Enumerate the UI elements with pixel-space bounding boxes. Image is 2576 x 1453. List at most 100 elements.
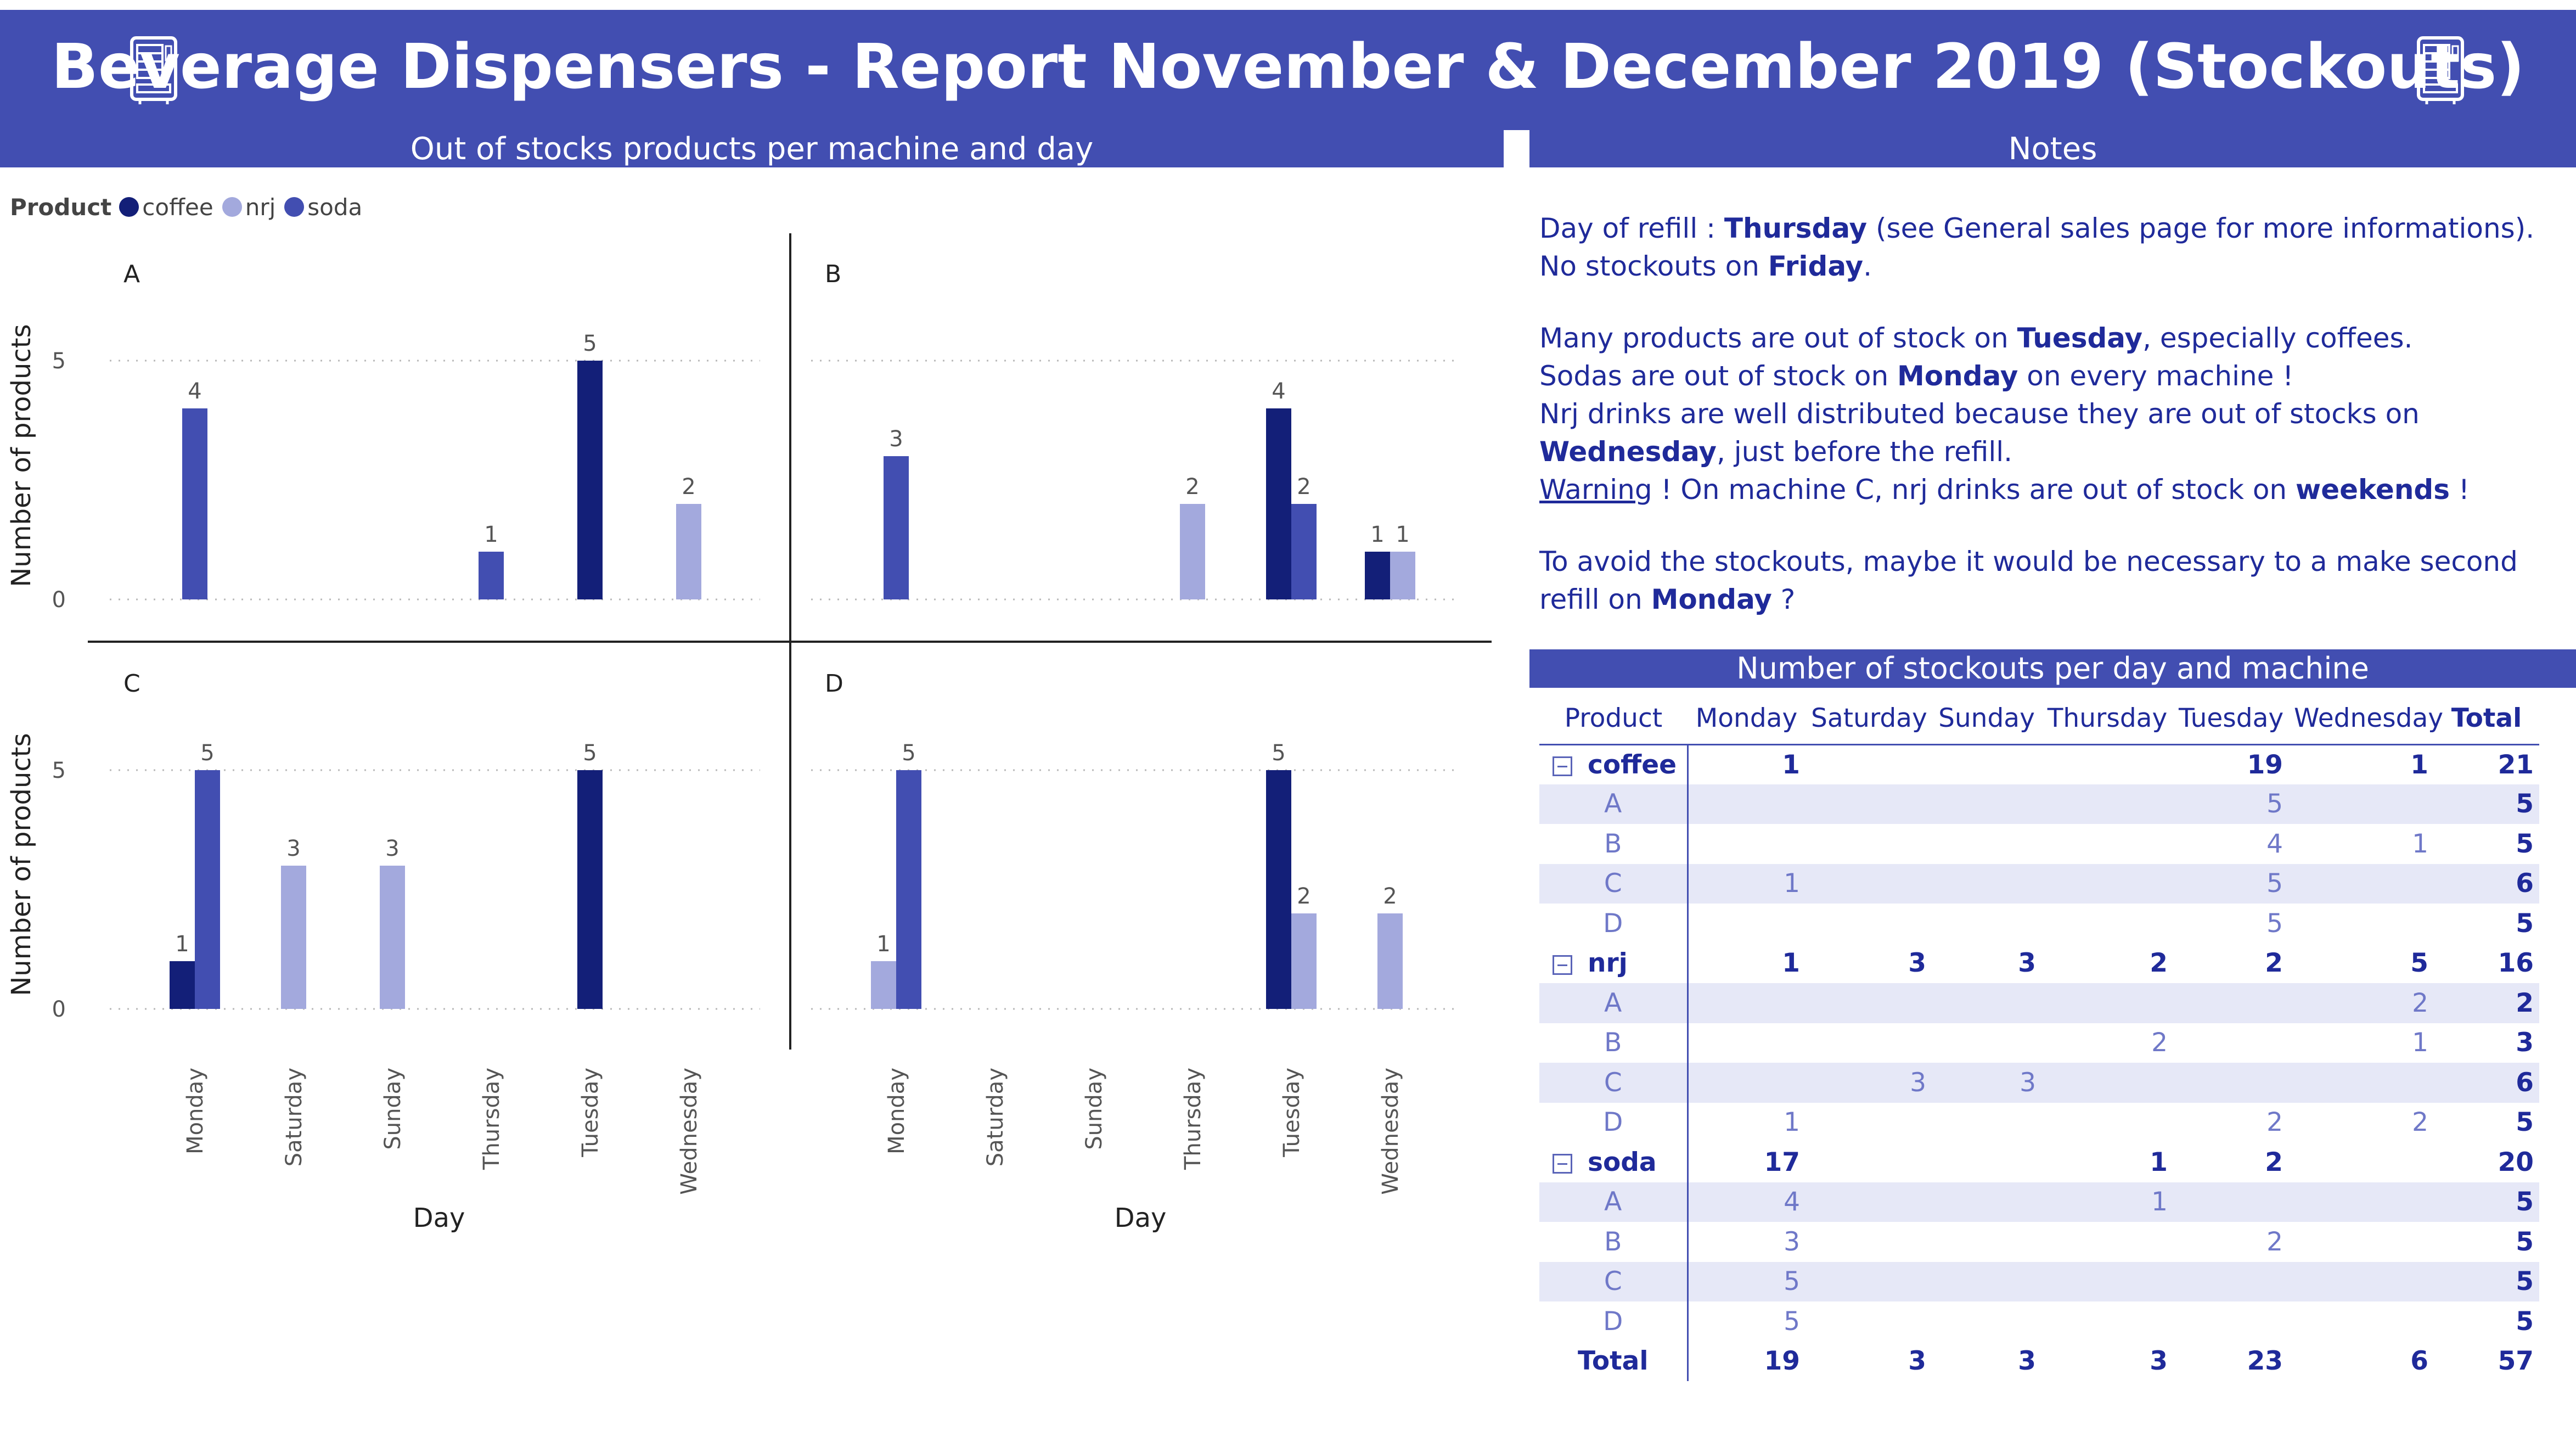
cell-thursday: [2041, 784, 2173, 824]
cell-saturday: [1806, 1142, 1932, 1182]
cell-wednesday: [2288, 1142, 2434, 1182]
cell-tuesday: [2173, 1182, 2288, 1222]
cell-saturday: [1806, 824, 1932, 864]
cell-sunday: [1932, 1103, 2041, 1143]
cell-monday: [1688, 983, 1806, 1023]
column-header-sunday[interactable]: Sunday: [1932, 693, 2041, 745]
collapse-icon[interactable]: [1553, 1154, 1572, 1174]
legend-item-coffee[interactable]: coffee: [119, 194, 213, 221]
cell-tuesday: 19: [2247, 749, 2283, 780]
cell-monday: [1688, 1063, 1806, 1103]
x-tick-label: Saturday: [282, 1068, 307, 1166]
data-label: 5: [1272, 740, 1285, 766]
bar-coffee: [1266, 408, 1291, 599]
chart-panel-a: A 0 5 4 1 5 2: [52, 260, 760, 613]
cell-tuesday: 4: [2266, 828, 2283, 859]
cell-monday: 1: [1784, 1107, 1800, 1138]
row-label: nrj: [1588, 948, 1628, 979]
cell-saturday: 3: [1806, 1063, 1932, 1103]
cell-wednesday: [2288, 784, 2434, 824]
legend-item-soda[interactable]: soda: [284, 194, 362, 221]
report-header: [0, 10, 2576, 138]
machine-row: D 5 5: [1539, 904, 2539, 944]
cell-thursday: [2041, 1063, 2173, 1103]
column-header-wednesday[interactable]: Wednesday: [2288, 693, 2443, 745]
cell-saturday: [1806, 1023, 1932, 1063]
column-header-product[interactable]: Product: [1539, 693, 1688, 745]
legend-label: soda: [307, 193, 363, 221]
column-header-tuesday[interactable]: Tuesday: [2173, 693, 2288, 745]
collapse-icon[interactable]: [1553, 955, 1572, 975]
bar-coffee: [170, 961, 195, 1009]
column-header-saturday[interactable]: Saturday: [1806, 693, 1932, 745]
bar-soda: [1291, 504, 1317, 599]
y-tick-label: 5: [52, 758, 66, 783]
data-label: 1: [1396, 522, 1409, 547]
cell-sunday: [1932, 983, 2041, 1023]
row-label: Total: [1539, 1341, 1689, 1381]
legend-item-nrj[interactable]: nrj: [222, 193, 276, 221]
vending-machine-icon: [2417, 36, 2464, 104]
data-label: 2: [1185, 474, 1199, 500]
data-label: 2: [1383, 884, 1397, 909]
y-tick-label: 5: [52, 349, 66, 374]
stockouts-matrix[interactable]: Product Monday Saturday Sunday Thursday Tuesd…: [1539, 693, 2539, 1381]
cell-tuesday: [2173, 1261, 2288, 1301]
chart-legend[interactable]: Product coffee nrj soda: [10, 193, 371, 221]
cell-total: 20: [2498, 1147, 2534, 1177]
data-label: 4: [188, 379, 201, 404]
bar-nrj: [1390, 552, 1415, 599]
x-tick-label: Saturday: [983, 1068, 1008, 1166]
collapse-icon[interactable]: [1553, 756, 1572, 776]
bar-soda: [896, 770, 921, 1009]
row-label: A: [1539, 1182, 1689, 1222]
cell-monday: [1688, 784, 1806, 824]
legend-title: Product: [10, 193, 112, 221]
bar-nrj: [1291, 913, 1317, 1009]
cell-monday: 4: [1688, 1182, 1806, 1222]
data-label: 1: [876, 932, 890, 957]
machine-row: B 2 1 3: [1539, 1023, 2539, 1063]
group-row-nrj: nrj 1 3 3 2 2 5 16: [1539, 943, 2539, 983]
cell-thursday: [2041, 904, 2173, 944]
cell-tuesday: 23: [2247, 1346, 2283, 1377]
cell-wednesday: 1: [2412, 828, 2428, 859]
cell-total: 5: [2434, 784, 2539, 824]
row-label: C: [1539, 1063, 1689, 1103]
bar-soda: [182, 408, 207, 599]
cell-total: 6: [2434, 1063, 2539, 1103]
cell-wednesday: [2288, 904, 2434, 944]
note-tuesday: Many products are out of stock on Tuesda…: [1539, 322, 2413, 354]
data-label: 2: [682, 474, 695, 500]
bar-soda: [884, 456, 909, 599]
cell-sunday: [1932, 1222, 2041, 1262]
column-header-thursday[interactable]: Thursday: [2041, 693, 2173, 745]
data-label: 5: [583, 331, 597, 356]
cell-monday: [1688, 904, 1806, 944]
cell-wednesday: [2288, 1063, 2434, 1103]
cell-saturday: [1806, 1182, 1932, 1222]
cell-thursday: 2: [2150, 948, 2168, 979]
cell-wednesday: [2288, 1301, 2434, 1342]
cell-wednesday: 6: [2410, 1346, 2428, 1377]
cell-total: 5: [2516, 1226, 2534, 1257]
x-tick-label: Sunday: [380, 1068, 406, 1150]
row-label: B: [1539, 1222, 1689, 1262]
data-label: 5: [583, 740, 597, 766]
column-header-monday[interactable]: Monday: [1688, 693, 1806, 745]
data-label: 3: [286, 836, 300, 861]
cell-sunday: [1932, 744, 2041, 784]
matrix-header-row: Product Monday Saturday Sunday Thursday Tuesd…: [1539, 693, 2539, 745]
row-label: D: [1539, 904, 1689, 944]
row-label: coffee: [1588, 749, 1677, 780]
legend-label: nrj: [245, 193, 276, 221]
column-header-total[interactable]: Total: [2434, 693, 2539, 745]
cell-total: 2: [2434, 983, 2539, 1023]
cell-saturday: [1806, 863, 1932, 904]
cell-total: 5: [2434, 1261, 2539, 1301]
cell-wednesday: 2: [2288, 983, 2434, 1023]
bar-soda: [195, 770, 220, 1009]
